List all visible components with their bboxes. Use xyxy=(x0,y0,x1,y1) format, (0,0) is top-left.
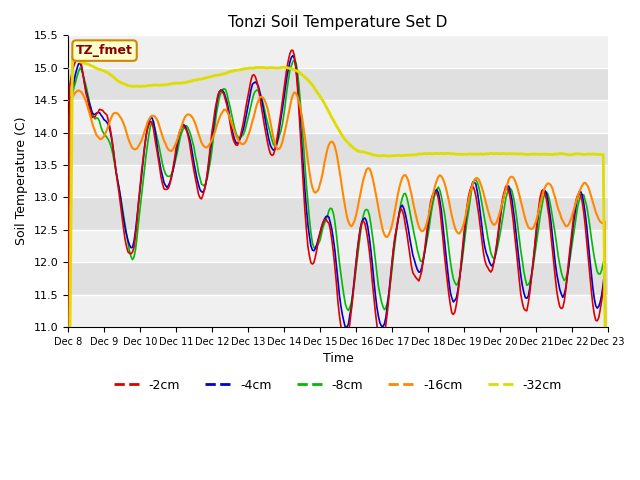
Title: Tonzi Soil Temperature Set D: Tonzi Soil Temperature Set D xyxy=(228,15,447,30)
X-axis label: Time: Time xyxy=(323,352,353,365)
Bar xyxy=(68,132,608,165)
Bar xyxy=(68,100,608,132)
Bar xyxy=(68,262,608,295)
Bar xyxy=(68,230,608,262)
Bar xyxy=(68,68,608,100)
Y-axis label: Soil Temperature (C): Soil Temperature (C) xyxy=(15,117,28,245)
Bar xyxy=(68,197,608,230)
Bar xyxy=(68,295,608,327)
Text: TZ_fmet: TZ_fmet xyxy=(76,44,133,57)
Bar xyxy=(68,36,608,68)
Bar xyxy=(68,165,608,197)
Legend: -2cm, -4cm, -8cm, -16cm, -32cm: -2cm, -4cm, -8cm, -16cm, -32cm xyxy=(109,374,567,397)
